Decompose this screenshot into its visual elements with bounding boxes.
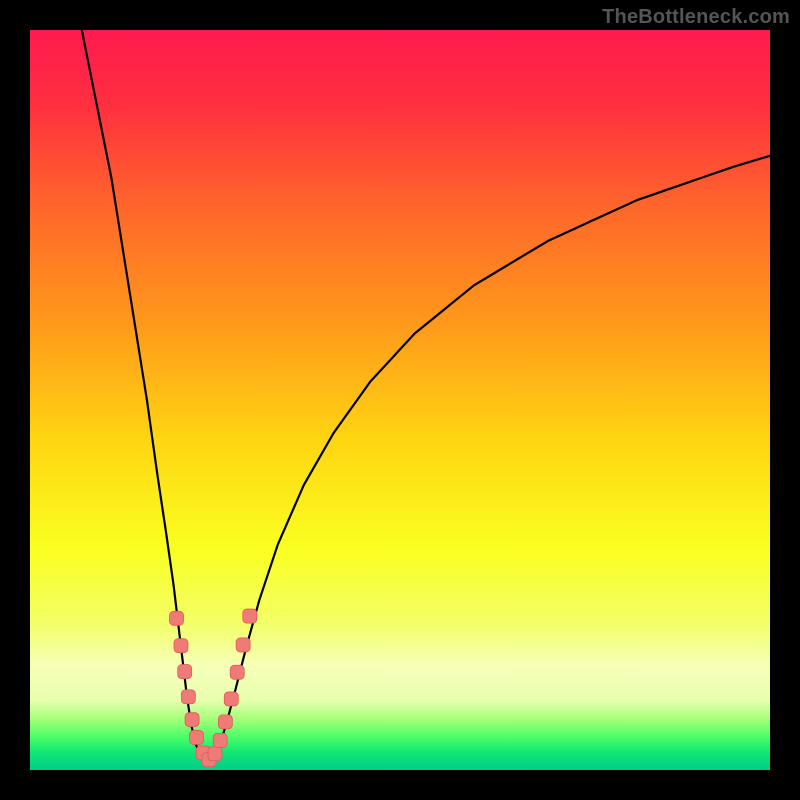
data-marker: [243, 609, 257, 623]
data-marker: [190, 730, 204, 744]
data-marker: [213, 733, 227, 747]
data-marker: [218, 715, 232, 729]
data-marker: [185, 713, 199, 727]
data-marker: [170, 611, 184, 625]
data-marker: [208, 747, 222, 761]
data-marker: [224, 692, 238, 706]
gradient-background: [30, 30, 770, 770]
outer-frame: TheBottleneck.com: [0, 0, 800, 800]
bottleneck-chart: [30, 30, 770, 770]
data-marker: [181, 690, 195, 704]
data-marker: [174, 639, 188, 653]
data-marker: [230, 665, 244, 679]
data-marker: [178, 665, 192, 679]
data-marker: [236, 638, 250, 652]
watermark-label: TheBottleneck.com: [602, 6, 790, 29]
plot-area: [30, 30, 770, 770]
